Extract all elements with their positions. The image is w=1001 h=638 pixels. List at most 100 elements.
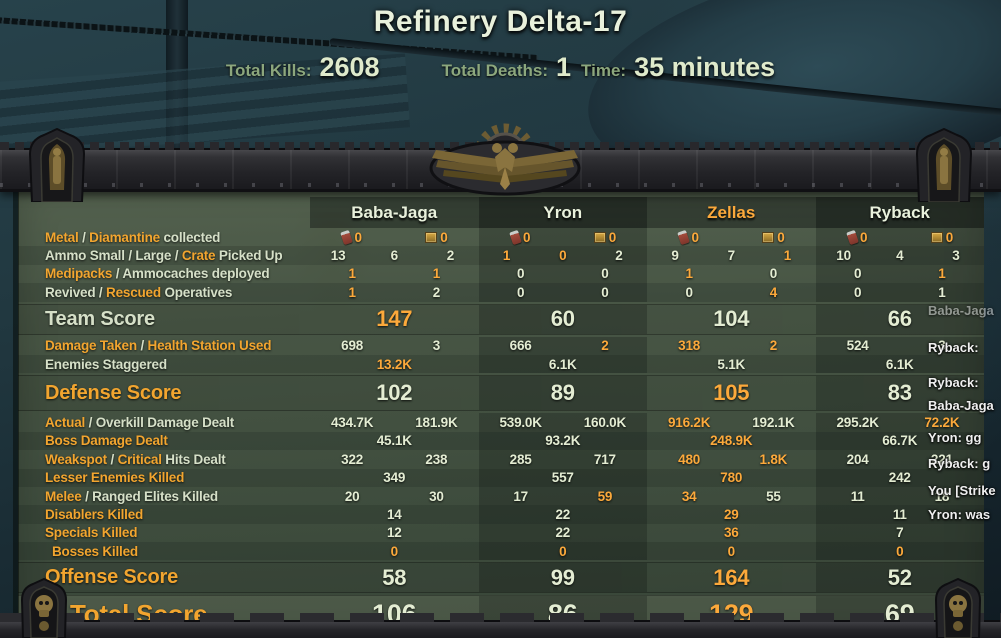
stat-value-group: 11 <box>816 507 985 522</box>
stat-cell: 557 <box>478 468 647 487</box>
row-label: Damage Taken / Health Station Used <box>18 338 310 353</box>
stat-value: 557 <box>551 470 574 486</box>
diamantine-icon <box>930 231 943 243</box>
stat-value-group: 160.0K <box>563 415 647 430</box>
table-row: Metal / Diamantine collected 0 0 0 0 0 0 0 0 <box>18 228 984 247</box>
stat-value: 666 <box>509 338 532 354</box>
stat-value: 1 <box>432 266 441 282</box>
stat-cell: 13.2K <box>310 355 479 373</box>
row-label-segment: Operatives <box>160 284 233 300</box>
stat-cell: 99 <box>478 563 647 593</box>
stat-value-group: 1 <box>310 266 394 281</box>
row-label: Bosses Killed <box>18 544 310 559</box>
row-label-segment: / Ranged Elites Killed <box>81 488 218 504</box>
stat-value: 89 <box>550 380 575 406</box>
row-label: Ammo Small / Large / Crate Picked Up <box>18 248 310 263</box>
stat-value-group: 7 <box>816 525 985 540</box>
stat-value-group: 6.1K <box>816 357 985 372</box>
stat-value: 60 <box>550 306 575 332</box>
stat-value: 66.7K <box>882 433 918 449</box>
row-label-segment: Actual <box>45 415 86 431</box>
stat-value: 1.8K <box>759 451 788 467</box>
stat-value: 2 <box>601 338 609 354</box>
stat-value-group: 204 <box>816 452 900 467</box>
stat-value-group: 221 <box>900 452 984 467</box>
stat-value-group: 3 <box>900 338 984 353</box>
row-label-segment: Rescued <box>106 284 161 300</box>
stat-value-group: 1 <box>310 285 394 300</box>
stat-value: 1 <box>685 266 693 282</box>
stat-value: 7 <box>727 248 736 264</box>
row-label-segment: Specials Killed <box>45 525 138 541</box>
stat-value: 102 <box>376 380 413 406</box>
row-label-segment: / Ammocaches deployed <box>112 266 270 282</box>
stat-value-group: 0 <box>479 229 563 245</box>
table-row: Medipacks / Ammocaches deployed 1 1 0 0 1 0 0 1 <box>18 264 984 284</box>
stat-value: 0 <box>691 229 699 245</box>
metal-icon <box>509 229 522 245</box>
stat-value-group: 11 <box>816 489 900 504</box>
stat-value: 221 <box>930 451 953 467</box>
stat-cell: 20 30 <box>310 487 479 505</box>
stat-value-group: 2 <box>563 338 647 353</box>
stat-value-group: 5.1K <box>647 357 816 372</box>
stat-cell: 11 <box>815 505 985 524</box>
stat-value: 0 <box>354 229 362 245</box>
stat-value-group: 0 <box>647 285 731 300</box>
stat-cell: 6.1K <box>478 354 647 374</box>
row-label-segment: / Overkill Damage Dealt <box>85 415 235 431</box>
stat-value-group: 104 <box>647 306 816 332</box>
stat-value: 0 <box>516 266 525 282</box>
diamantine-icon <box>425 231 438 243</box>
stat-cell: 12 <box>310 524 479 542</box>
row-label: Disablers Killed <box>18 507 310 522</box>
stat-cell: 10 4 3 <box>815 246 984 265</box>
stat-value-group: 10 <box>816 248 872 263</box>
gothic-statue-icon <box>915 128 973 202</box>
imperial-eagle-icon <box>429 123 581 196</box>
stat-value-group: 0 <box>479 544 648 559</box>
stat-value: 66 <box>887 306 912 332</box>
stat-value: 0 <box>685 284 693 300</box>
stat-cell: 36 <box>647 524 816 542</box>
stat-value-group: 20 <box>310 489 394 504</box>
stat-value-group: 13.2K <box>310 357 479 372</box>
stat-value-group: 60 <box>479 306 648 332</box>
stat-value: 1 <box>783 248 792 264</box>
table-row: Offense Score 58 99 164 52 <box>18 562 985 594</box>
stat-value-group: 3 <box>394 338 478 353</box>
stat-value: 1 <box>348 284 356 300</box>
stat-value-group: 6 <box>366 248 422 263</box>
stat-cell: 1 0 2 <box>478 246 647 265</box>
table-row: Actual / Overkill Damage Dealt 434.7K 181.… <box>18 413 984 432</box>
stat-cell: 204 221 <box>815 450 984 469</box>
stat-value: 13.2K <box>376 356 412 372</box>
chat-message: Yron: was <box>928 507 991 522</box>
stat-value-group: 666 <box>479 338 563 353</box>
stat-value: 1 <box>938 284 946 300</box>
stat-value-group: 524 <box>816 338 900 353</box>
row-label-segment: Diamantine <box>89 229 160 245</box>
stat-value-group: 52 <box>816 565 985 591</box>
stat-value-group: 17 <box>479 489 563 504</box>
row-label-segment: Melee <box>45 488 82 504</box>
stat-value: 0 <box>853 266 862 282</box>
stat-value-group: 0 <box>731 266 815 281</box>
row-label: Medipacks / Ammocaches deployed <box>18 266 310 281</box>
stat-value-group: 13 <box>310 248 366 263</box>
stat-value-group: 34 <box>647 489 731 504</box>
stat-value: 22 <box>555 525 571 541</box>
ornate-bottom-bar <box>0 613 1001 638</box>
chat-message: Baba-Jaga <box>928 303 994 318</box>
stat-value-group: 539.0K <box>479 415 563 430</box>
stat-value: 698 <box>341 338 364 354</box>
stat-value: 0 <box>727 543 736 559</box>
chat-message: Ryback: <box>928 340 979 355</box>
stat-value: 480 <box>678 451 701 467</box>
stat-value-group: 22 <box>479 507 648 522</box>
stat-value: 14 <box>386 506 402 522</box>
stat-cell: 93.2K <box>478 431 647 451</box>
